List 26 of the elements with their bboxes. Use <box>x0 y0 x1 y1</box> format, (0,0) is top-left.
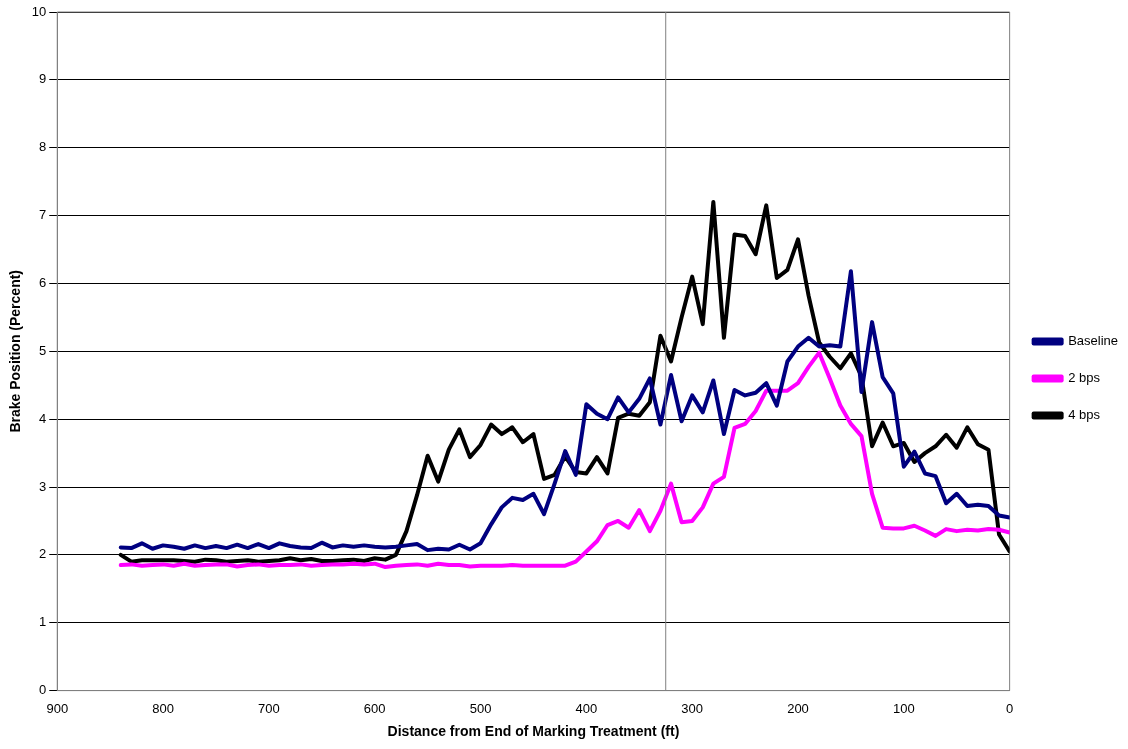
x-tick-label: 300 <box>681 700 704 716</box>
x-tick-label: 900 <box>46 700 69 716</box>
y-tick-label: 8 <box>39 139 47 155</box>
x-tick-label: 800 <box>152 700 174 716</box>
y-axis-title: Brake Position (Percent) <box>7 270 24 433</box>
y-tick-label: 10 <box>31 3 47 19</box>
x-tick-label: 600 <box>363 700 386 716</box>
x-tick-label: 200 <box>787 700 809 716</box>
y-tick-label: 9 <box>39 71 47 87</box>
y-tick-label: 3 <box>39 478 47 494</box>
y-tick-label: 1 <box>39 614 47 630</box>
y-tick-label: 4 <box>39 410 47 426</box>
y-tick-label: 2 <box>39 546 47 562</box>
y-tick-label: 7 <box>39 207 47 223</box>
x-tick-label: 400 <box>575 700 598 716</box>
y-tick-label: 5 <box>39 342 47 358</box>
x-axis-title: Distance from End of Marking Treatment (ft) <box>387 723 680 740</box>
y-tick-label: 0 <box>39 682 47 698</box>
legend-label: 2 bps <box>1068 370 1101 386</box>
x-tick-label: 0 <box>1006 700 1014 716</box>
legend-label: Baseline <box>1068 333 1119 349</box>
legend-label: 4 bps <box>1068 407 1101 423</box>
x-tick-label: 500 <box>469 700 492 716</box>
y-tick-label: 6 <box>39 275 47 291</box>
x-tick-label: 700 <box>258 700 280 716</box>
x-tick-label: 100 <box>892 700 915 716</box>
